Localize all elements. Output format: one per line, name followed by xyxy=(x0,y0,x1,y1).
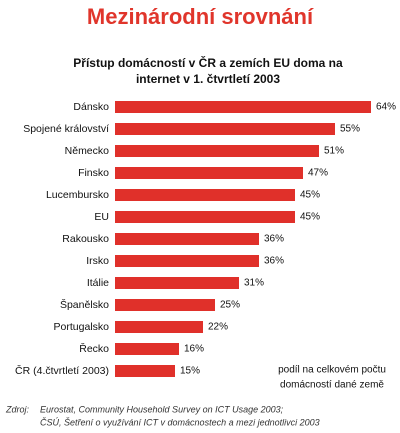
value-label: 55% xyxy=(340,124,360,135)
value-label: 25% xyxy=(220,300,240,311)
bar xyxy=(115,167,303,179)
bar xyxy=(115,189,295,201)
value-label: 16% xyxy=(184,344,204,355)
bar xyxy=(115,343,179,355)
value-label: 22% xyxy=(208,322,228,333)
header: Mezinárodní srovnání xyxy=(87,4,314,29)
category-label: Portugalsko xyxy=(54,321,110,333)
bar xyxy=(115,145,319,157)
value-label: 64% xyxy=(376,102,396,113)
value-label: 47% xyxy=(308,168,328,179)
category-label: ČR (4.čtvrtletí 2003) xyxy=(15,364,109,377)
source: ČSÚ, Šetření o využívání ICT v domácnost… xyxy=(40,417,320,427)
bar xyxy=(115,321,203,333)
value-label: 51% xyxy=(324,146,344,157)
category-label: Lucembursko xyxy=(46,189,109,201)
category-label: Itálie xyxy=(87,277,109,289)
category-label: Rakousko xyxy=(62,233,109,245)
note: podíl na celkovém počtu xyxy=(278,365,386,376)
category-label: Řecko xyxy=(79,342,109,355)
bar xyxy=(115,101,371,113)
value-label: 36% xyxy=(264,256,284,267)
category-label: Spojené království xyxy=(23,123,109,135)
bar xyxy=(115,299,215,311)
value-label: 15% xyxy=(180,366,200,377)
category-label: EU xyxy=(94,211,109,223)
source: Eurostat, Community Household Survey on … xyxy=(40,404,284,414)
bar xyxy=(115,277,239,289)
chart-title: Přístup domácností v ČR a zemích EU doma… xyxy=(73,55,343,70)
value-label: 45% xyxy=(300,212,320,223)
category-label: Dánsko xyxy=(73,101,109,113)
category-label: Irsko xyxy=(86,255,109,267)
category-label: Finsko xyxy=(78,167,109,179)
value-label: 31% xyxy=(244,278,264,289)
category-label: Německo xyxy=(65,145,110,157)
bar xyxy=(115,211,295,223)
source-label: Zdroj: xyxy=(5,404,30,414)
bar xyxy=(115,255,259,267)
bar xyxy=(115,233,259,245)
bar xyxy=(115,365,175,377)
value-label: 45% xyxy=(300,190,320,201)
category-label: Španělsko xyxy=(60,298,109,311)
note: domácností dané země xyxy=(280,380,384,391)
chart-title: internet v 1. čtvrtletí 2003 xyxy=(136,72,280,86)
bar xyxy=(115,123,335,135)
value-label: 36% xyxy=(264,234,284,245)
